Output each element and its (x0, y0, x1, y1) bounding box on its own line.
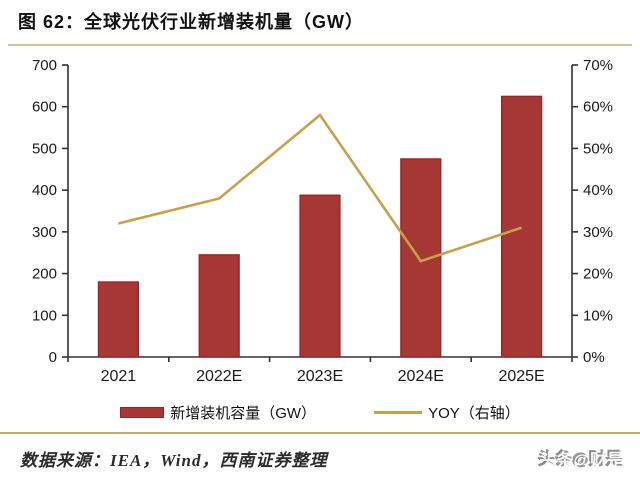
right-axis-tick-label: 40% (583, 182, 613, 199)
right-axis-tick-label: 50% (583, 140, 613, 157)
right-axis-tick-label: 70% (583, 57, 613, 74)
left-axis-tick-label: 600 (32, 99, 57, 116)
left-axis-tick-label: 400 (32, 182, 57, 199)
yoy-line (118, 113, 523, 263)
pv-installation-chart: 0 100 200 300 400 500 600 700 0% 10% 20% 30% 40% 50% 6… (32, 57, 613, 385)
legend-label-capacity: 新增装机容量（GW） (170, 405, 317, 422)
right-axis-tick-label: 0% (583, 349, 605, 366)
bar-2022E (198, 254, 240, 358)
bar-2021 (97, 281, 140, 358)
watermark-text: 头条@财是 (539, 451, 624, 470)
left-axis-tick-label: 500 (32, 140, 57, 157)
left-axis-tick-label: 300 (32, 224, 57, 241)
x-axis-category-label: 2022E (196, 368, 242, 385)
data-source-text: 数据来源：IEA，Wind，西南证券整理 (20, 451, 328, 470)
x-axis-category-label: 2021 (101, 368, 137, 385)
legend-item-capacity: 新增装机容量（GW） (120, 402, 316, 423)
bar-2025E (501, 95, 543, 358)
line-swatch-icon (374, 411, 423, 414)
right-axis-tick-label: 60% (583, 99, 613, 116)
right-axis-tick-label: 10% (583, 307, 613, 324)
right-axis-tick-label: 20% (583, 266, 613, 283)
bar-2023E (299, 194, 341, 358)
left-axis-tick-label: 200 (32, 266, 57, 283)
legend-item-yoy: YOY（右轴） (374, 402, 520, 423)
legend-label-yoy: YOY（右轴） (428, 405, 520, 422)
left-axis-tick-label: 700 (32, 57, 57, 74)
bar-2024E (400, 158, 442, 358)
chart-legend: 新增装机容量（GW） YOY（右轴） (0, 402, 640, 423)
left-axis-tick-label: 100 (32, 307, 57, 324)
x-axis-category-label: 2024E (398, 368, 444, 385)
footer-divider (0, 432, 640, 434)
title-underline (8, 44, 632, 46)
x-axis-category-label: 2023E (297, 368, 343, 385)
x-axis-category-label: 2025E (498, 368, 544, 385)
bar-swatch-icon (120, 407, 165, 418)
figure-title: 图 62：全球光伏行业新增装机量（GW） (18, 12, 365, 32)
right-axis-tick-label: 30% (583, 224, 613, 241)
left-axis-tick-label: 0 (49, 349, 57, 366)
